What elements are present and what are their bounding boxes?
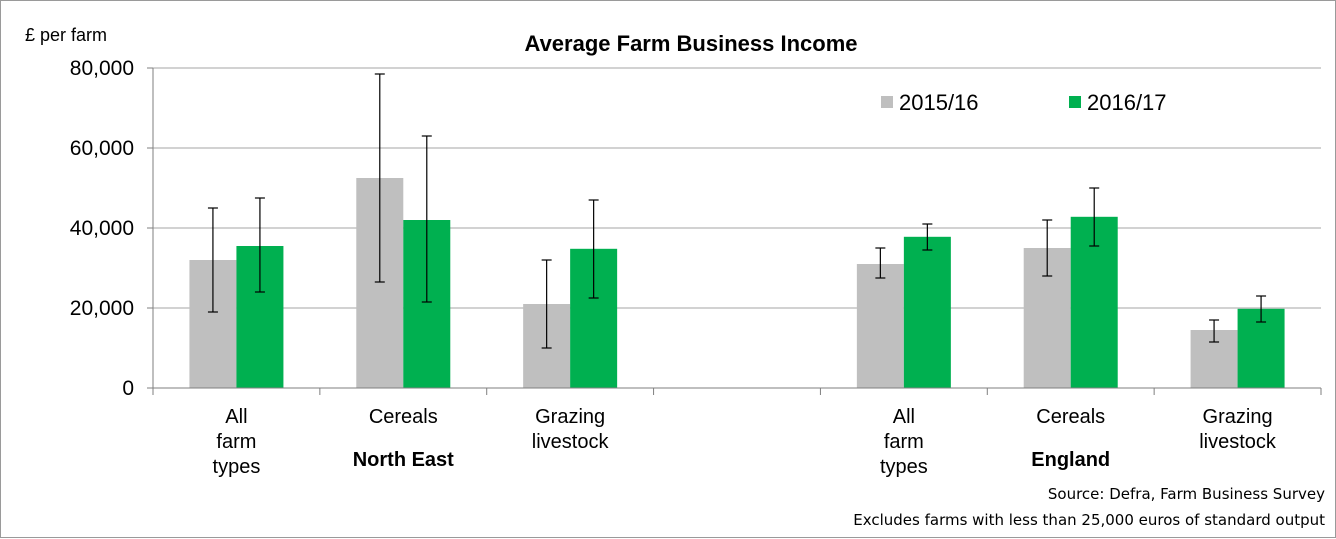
category-label: farm	[216, 431, 256, 453]
category-label: Cereals	[1036, 406, 1105, 428]
group-label: England	[1031, 449, 1110, 471]
y-tick-label: 60,000	[70, 137, 134, 160]
source-notes: Source: Defra, Farm Business Survey Exclu…	[853, 485, 1325, 529]
legend-label: 2015/16	[899, 90, 979, 115]
bars	[189, 178, 1285, 388]
axis-labels: 0 20,000 40,000 60,000 80,000 All farm types Cer…	[70, 57, 1277, 478]
legend-swatch	[1069, 96, 1081, 108]
category-label: farm	[884, 431, 924, 453]
category-label: Grazing	[1203, 406, 1273, 428]
category-label: livestock	[532, 431, 610, 453]
y-tick-label: 40,000	[70, 217, 134, 240]
source-note: Excludes farms with less than 25,000 eur…	[853, 511, 1325, 529]
chart-title: Average Farm Business Income	[525, 31, 858, 56]
category-label: types	[880, 456, 928, 478]
error-bars	[207, 73, 1267, 349]
category-label: Cereals	[369, 406, 438, 428]
axes	[147, 67, 1322, 395]
gridlines	[153, 67, 1321, 309]
y-tick-label: 80,000	[70, 57, 134, 80]
legend: 2015/16 2016/17	[881, 90, 1167, 115]
legend-label: 2016/17	[1087, 90, 1167, 115]
category-label: types	[213, 456, 261, 478]
source-note: Source: Defra, Farm Business Survey	[1048, 485, 1325, 503]
bar	[903, 236, 951, 388]
bar	[856, 264, 904, 388]
category-label: Grazing	[535, 406, 605, 428]
legend-swatch	[881, 96, 893, 108]
category-label: All	[225, 406, 247, 428]
group-label: North East	[353, 449, 454, 471]
y-tick-label: 20,000	[70, 297, 134, 320]
category-label: All	[893, 406, 915, 428]
category-label: livestock	[1199, 431, 1277, 453]
y-tick-label: 0	[122, 377, 134, 400]
y-axis-label: £ per farm	[25, 25, 107, 45]
